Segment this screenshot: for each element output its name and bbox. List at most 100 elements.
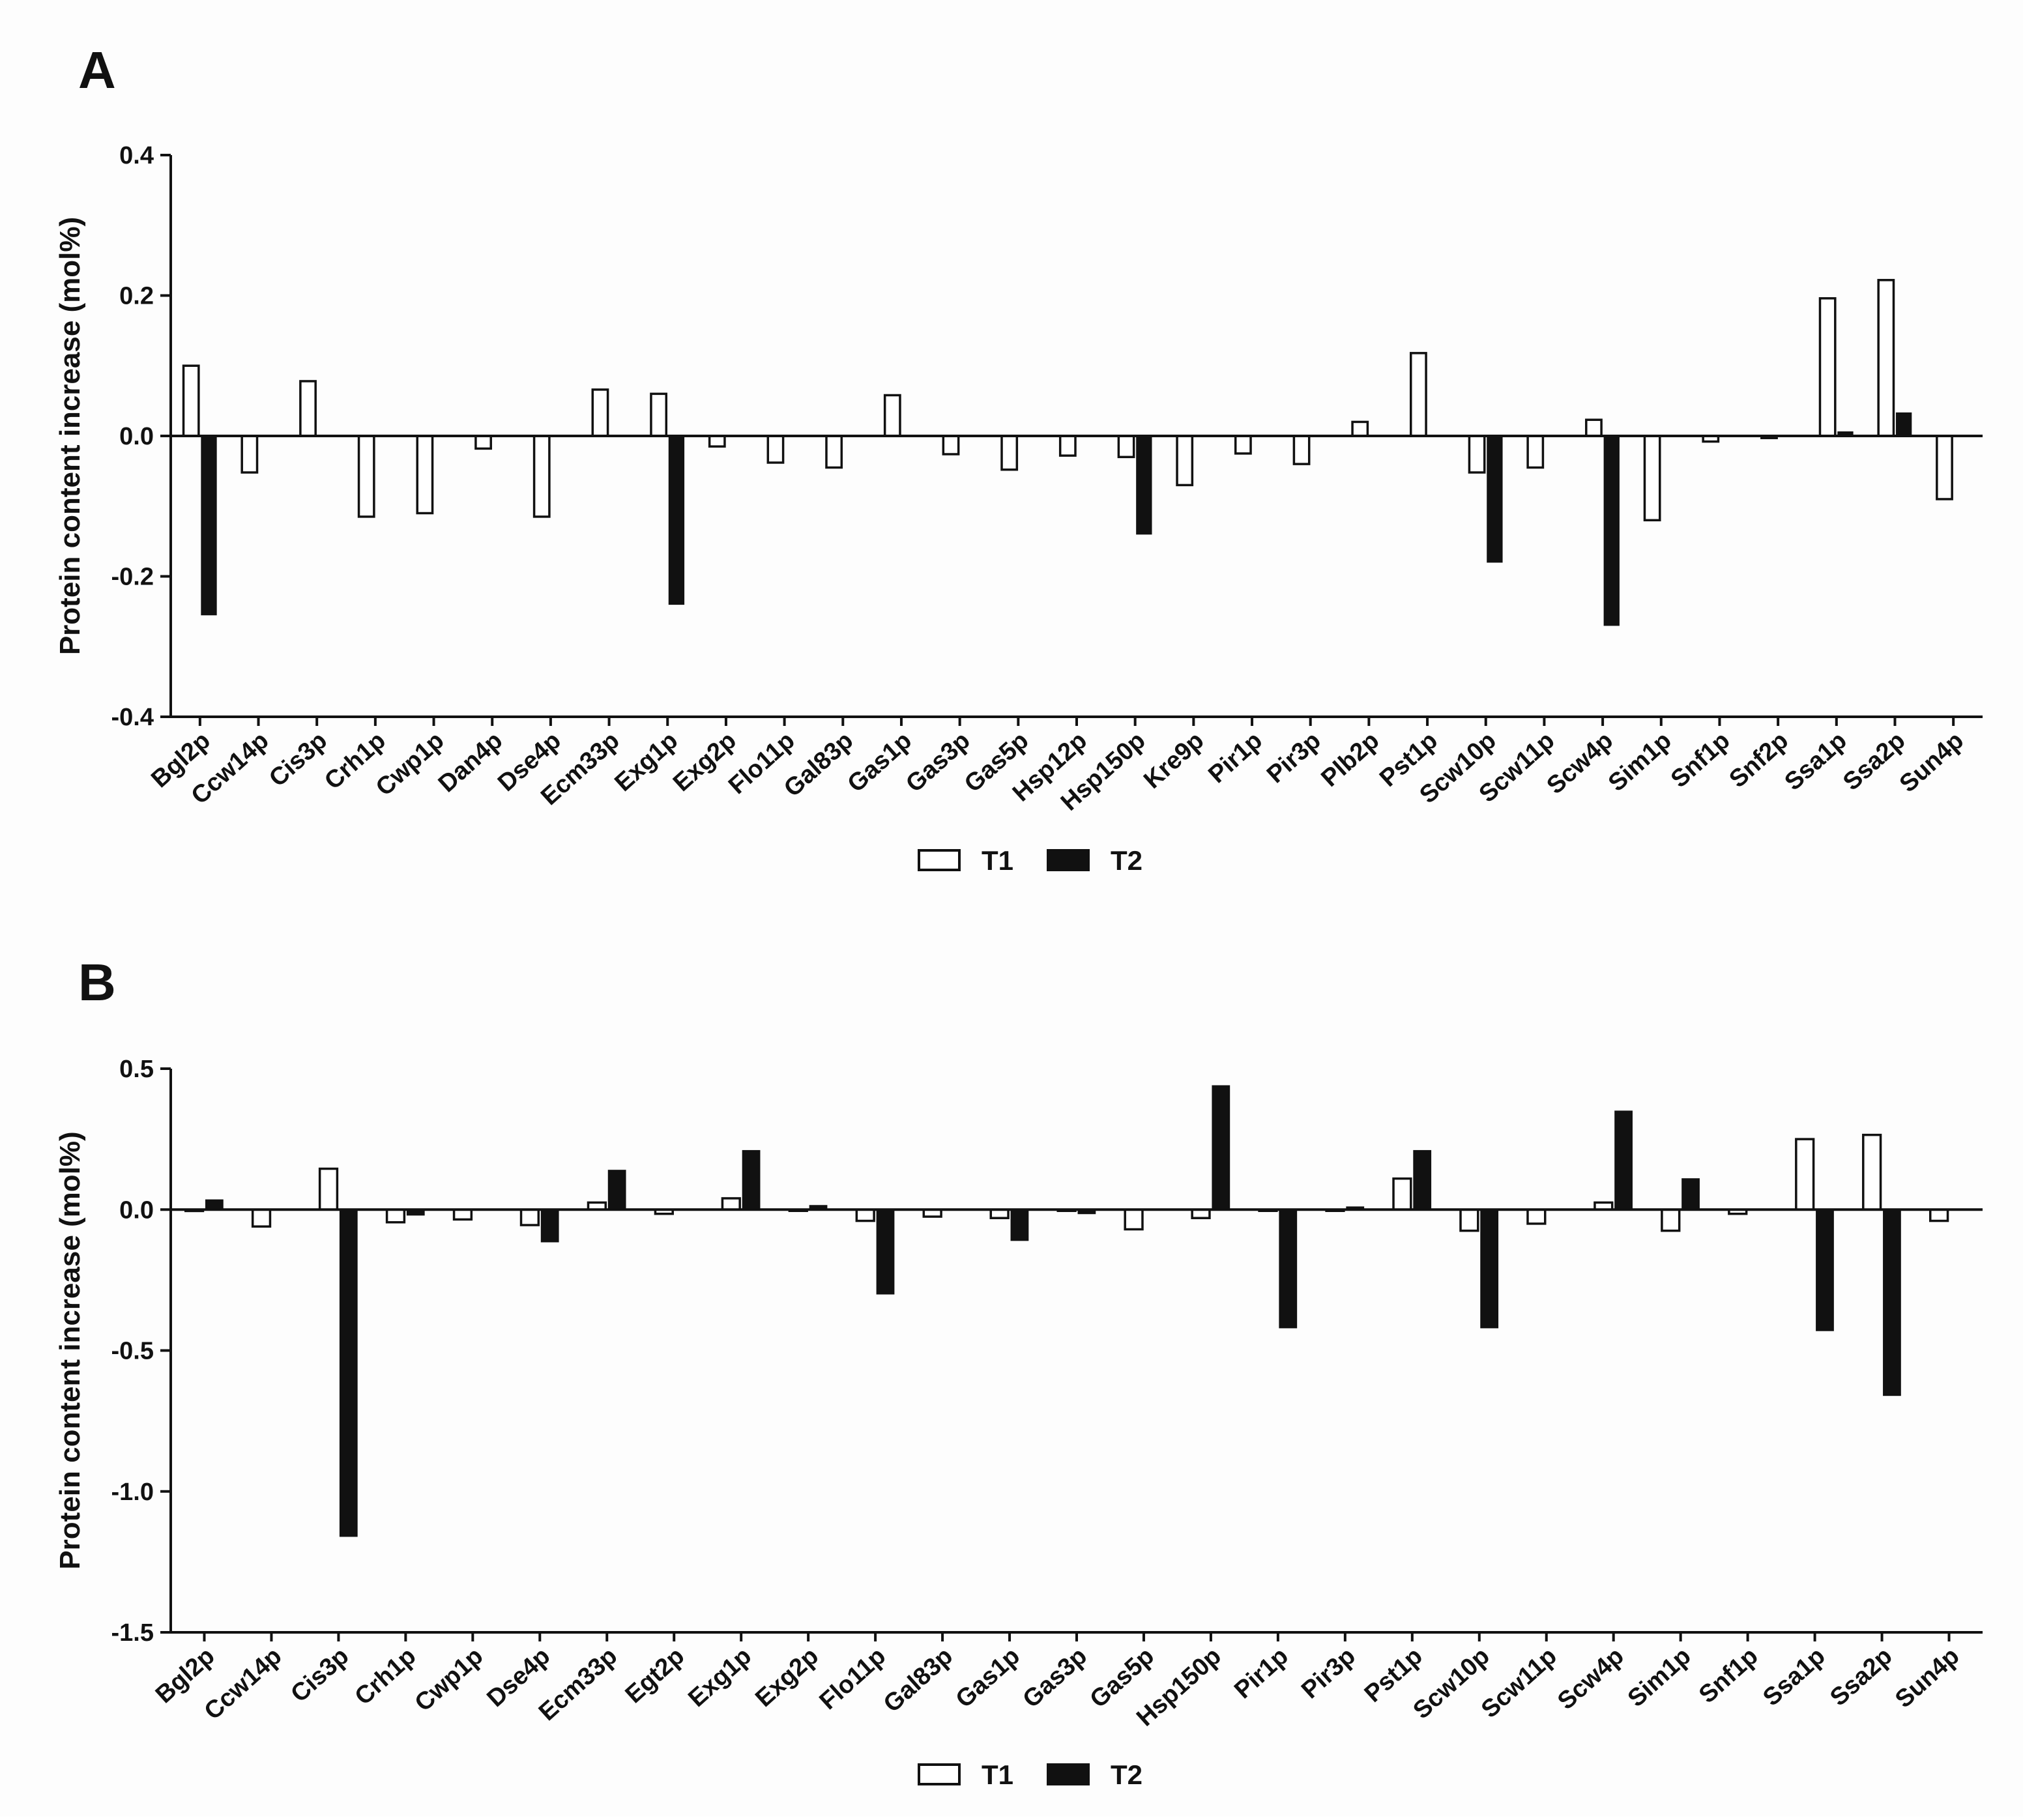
panel-a-category-label: Pir1p [1203, 727, 1268, 788]
panel-b-category-label: Exg2p [750, 1642, 824, 1712]
panel-b-y-axis-label: Protein content increase (mol%) [54, 1131, 86, 1569]
panel-b-bar-t1 [318, 1167, 339, 1211]
panel-a-bar-t1 [708, 435, 726, 448]
panel-a-bar-t1 [357, 435, 375, 518]
panel-a-category-label: Ssa2p [1838, 727, 1910, 796]
panel-b-category-label: Cwp1p [410, 1642, 489, 1717]
panel-a-bar-t1 [1292, 435, 1311, 465]
panel-a-category-label: Exg1p [609, 727, 683, 797]
panel-b-category-label: Gas1p [951, 1642, 1025, 1713]
panel-a-bar-t1 [1468, 435, 1486, 474]
panel-a-bar-t2 [1895, 412, 1912, 437]
panel-a-bar-t1 [1409, 352, 1427, 437]
panel-b-bar-t2 [876, 1209, 895, 1295]
panel-b-bar-t2 [1010, 1209, 1029, 1241]
panel-b-bar-t1 [519, 1208, 540, 1226]
panel-a-bar-t1 [825, 435, 843, 469]
panel-b-y-tick-label: -1.5 [111, 1619, 154, 1647]
panel-a-bar-t1 [1585, 418, 1603, 437]
panel-a-bar-t2 [1136, 435, 1152, 535]
panel-a-bar-t1 [1936, 435, 1953, 500]
panel-a-bar-t1 [1351, 420, 1369, 437]
panel-a-category-label: Plb2p [1316, 727, 1384, 792]
panel-a-category-label: Snf2p [1725, 727, 1794, 793]
panel-a-bar-t1 [1000, 435, 1019, 471]
panel-b-category-label: Cis3p [285, 1642, 354, 1707]
panel-a-legend-label-t2: T2 [1111, 845, 1142, 876]
panel-a-category-label: Gas1p [843, 727, 917, 798]
panel-b-bar-t2 [1212, 1085, 1230, 1210]
panel-b-category-label: Flo11p [815, 1642, 892, 1715]
panel-b-category-label: Scw10p [1408, 1642, 1495, 1724]
panel-a-bar-t1 [942, 435, 960, 455]
panel-a-bar-t1 [240, 435, 259, 474]
panel-b-legend-swatch-t2 [1047, 1763, 1090, 1785]
panel-a-category-label: Dan4p [433, 727, 508, 798]
panel-b-bar-t1 [721, 1197, 741, 1211]
panel-a-legend-label-t1: T1 [982, 845, 1013, 876]
panel-a-category-label: Gas3p [901, 727, 975, 798]
panel-a-legend-swatch-t1 [918, 849, 961, 871]
panel-b-bar-t2 [339, 1209, 358, 1537]
panel-a-bar-t1 [1818, 297, 1837, 437]
panel-b-bar-t2 [742, 1149, 761, 1210]
panel-b-bar-t1 [1459, 1208, 1479, 1232]
panel-b-label: B [78, 953, 116, 1011]
panel-b-bar-t2 [607, 1170, 626, 1210]
panel-a-bar-t1 [766, 435, 785, 464]
panel-a-bar-t1 [591, 388, 609, 437]
panel-b-y-tick-label: 0.0 [119, 1196, 154, 1224]
panel-b-category-label: Ssa1p [1758, 1642, 1830, 1711]
panel-a-category-label: Pir3p [1262, 727, 1326, 788]
panel-a-bar-t2 [668, 435, 685, 605]
panel-b-bar-t1 [452, 1208, 473, 1221]
panel-b-y-tick-label: -0.5 [111, 1338, 154, 1365]
panel-b-bar-t1 [1862, 1133, 1882, 1211]
panel-a-bar-t2 [1603, 435, 1620, 626]
panel-a-bar-t1 [182, 364, 200, 437]
panel-b-legend-swatch-t1 [918, 1763, 961, 1785]
panel-a-bar-t1 [1526, 435, 1545, 469]
panel-b-bar-t2 [1816, 1209, 1834, 1331]
panel-b-bar-t2 [1480, 1209, 1499, 1329]
panel-b-bar-t1 [1526, 1208, 1547, 1225]
panel-a-y-tick-label: -0.2 [111, 564, 154, 591]
panel-a-category-label: Sim1p [1603, 727, 1677, 797]
panel-b-bar-t1 [1928, 1208, 1949, 1222]
panel-b-category-label: Sun4p [1890, 1642, 1964, 1713]
panel-b-category-label: Exg1p [683, 1642, 757, 1712]
panel-b-bar-t1 [385, 1208, 406, 1224]
panel-a-bar-t1 [1234, 435, 1252, 455]
panel-b-category-label: Pir1p [1229, 1642, 1294, 1704]
panel-a-bar-t1 [1643, 435, 1661, 522]
panel-a-y-axis-label: Protein content increase (mol%) [54, 217, 86, 655]
panel-b-bar-t1 [1124, 1208, 1144, 1231]
panel-a-y-tick-label: 0.4 [119, 142, 154, 169]
panel-b-bar-t1 [855, 1208, 875, 1222]
panel-b-category-label: Egt2p [620, 1642, 690, 1709]
panel-a-bar-t1 [1176, 435, 1194, 487]
panel-b-bar-t2 [205, 1199, 224, 1210]
panel-b-category-label: Ssa2p [1825, 1642, 1897, 1711]
panel-a-bar-t1 [1058, 435, 1077, 457]
panel-a-category-label: Cis3p [264, 727, 332, 792]
panel-b-bar-t1 [1392, 1177, 1412, 1211]
panel-b-category-label: Scw4p [1552, 1642, 1629, 1715]
panel-b-category-label: Gal83p [879, 1642, 958, 1718]
panel-a-bar-t1 [1877, 279, 1895, 437]
panel-a-bar-t1 [883, 394, 901, 437]
panel-a-y-tick-label: 0.2 [119, 283, 154, 310]
panel-a-category-label: Ssa1p [1780, 727, 1852, 796]
panel-b-bar-t2 [540, 1209, 559, 1243]
panel-b-y-tick-label: 0.5 [119, 1056, 154, 1083]
panel-b-category-label: Crh1p [350, 1642, 422, 1711]
panel-a-bar-t1 [532, 435, 551, 518]
panel-a-y-tick-label: 0.0 [119, 423, 154, 450]
panel-a-bar-t1 [1117, 435, 1135, 459]
panel-b-category-label: Scw11p [1476, 1642, 1562, 1724]
panel-b-category-label: Snf1p [1694, 1642, 1764, 1709]
panel-a-bar-t1 [416, 435, 434, 515]
panel-b-bar-t1 [1661, 1208, 1681, 1232]
panel-a-bar-t1 [474, 435, 492, 450]
